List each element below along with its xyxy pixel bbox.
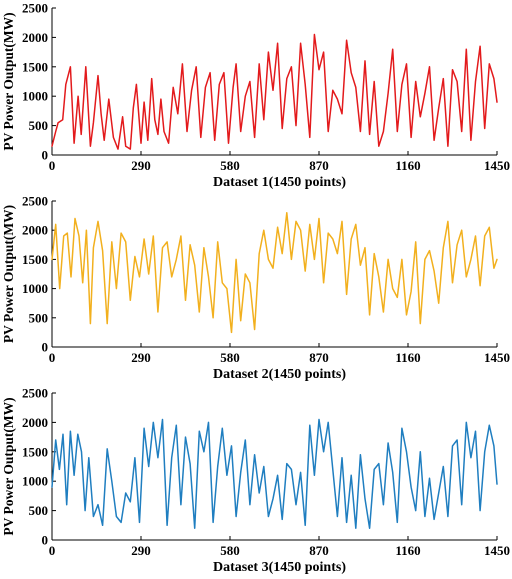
y-tick-label: 2500 (22, 1, 48, 16)
y-tick-label: 500 (29, 503, 49, 518)
y-tick-label: 1000 (22, 474, 48, 489)
y-tick-label: 500 (29, 310, 49, 325)
y-tick-label: 2500 (22, 386, 48, 401)
chart-panel-3: 0 500 1000 1500 2000 2500 0 290 580 870 1160 1450 Da… (1, 386, 510, 576)
x-tick-label: 580 (220, 543, 240, 558)
y-axis-label: PV Power Output(MW) (1, 397, 16, 535)
x-axis-label: Dataset 2(1450 points) (213, 367, 346, 382)
y-tick-label: 2000 (22, 30, 48, 45)
y-tick-label: 1000 (22, 281, 48, 296)
x-tick-label: 0 (49, 158, 56, 173)
y-tick-label: 1500 (22, 444, 48, 459)
x-tick-label: 0 (49, 543, 56, 558)
y-tick-label: 2000 (22, 415, 48, 430)
y-tick-label: 1500 (22, 252, 48, 267)
y-tick-label: 2500 (22, 194, 48, 209)
x-tick-label: 1450 (484, 158, 510, 173)
x-tick-label: 290 (131, 158, 151, 173)
x-tick-label: 1450 (484, 350, 510, 365)
x-tick-label: 580 (220, 158, 240, 173)
x-axis-label: Dataset 3(1450 points) (213, 560, 346, 575)
x-tick-label: 1160 (395, 158, 420, 173)
y-axis-label: PV Power Output(MW) (1, 205, 16, 343)
x-axis-label: Dataset 1(1450 points) (213, 175, 346, 190)
x-tick-label: 580 (220, 350, 240, 365)
x-tick-label: 0 (49, 350, 56, 365)
x-tick-label: 290 (131, 543, 151, 558)
y-tick-label: 1500 (22, 59, 48, 74)
x-tick-label: 870 (309, 158, 329, 173)
y-tick-label: 0 (42, 340, 49, 355)
chart-panel-2: 0 500 1000 1500 2000 2500 0 290 580 870 1160 1450 Da… (1, 194, 510, 383)
y-tick-label: 0 (42, 533, 49, 548)
x-tick-label: 1450 (484, 543, 510, 558)
x-tick-label: 1160 (395, 350, 420, 365)
series-line-1 (51, 33, 498, 150)
y-tick-label: 2000 (22, 223, 48, 238)
series-line-3 (51, 418, 498, 529)
series-line-2 (51, 211, 498, 334)
y-axis-label: PV Power Output(MW) (1, 12, 16, 150)
y-tick-label: 0 (42, 148, 49, 163)
y-tick-label: 500 (29, 118, 49, 133)
x-tick-label: 870 (309, 350, 329, 365)
y-tick-label: 1000 (22, 89, 48, 104)
x-tick-label: 1160 (395, 543, 420, 558)
chart-panel-1: 0 500 1000 1500 2000 2500 0 290 580 870 1160 1450 Da… (1, 1, 510, 191)
x-tick-label: 290 (131, 350, 151, 365)
x-tick-label: 870 (309, 543, 329, 558)
